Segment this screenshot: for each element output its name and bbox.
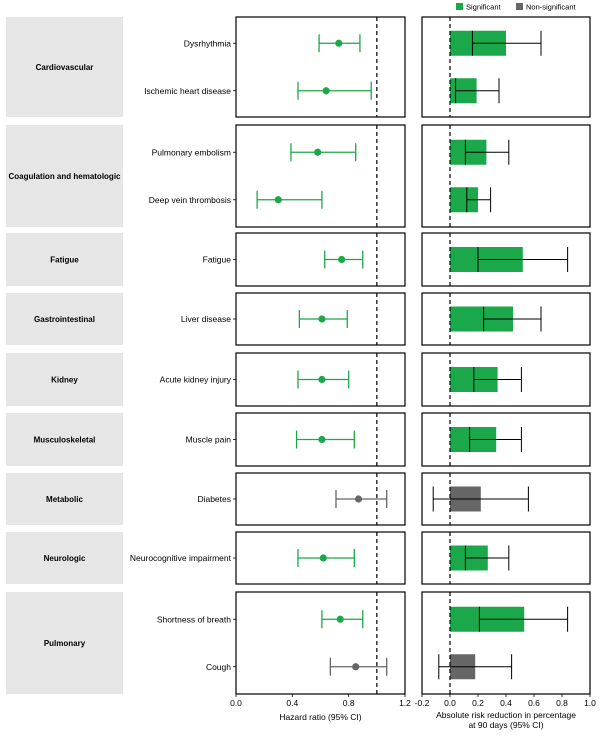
category-label: Fatigue: [50, 256, 79, 265]
hazard-panel-frame: [235, 16, 406, 118]
facet-coagulation-and-hematologic: Coagulation and hematologic Pulmonary emb…: [6, 124, 591, 228]
legend-swatch-non-significant: [516, 3, 523, 10]
category-label: Musculoskeletal: [34, 436, 96, 445]
hr-tick-label: 0.8: [343, 698, 355, 708]
facet-gastrointestinal: Gastrointestinal Liver disease: [6, 292, 591, 346]
row-label-dysrhythmia: Dysrhythmia: [184, 38, 232, 48]
arr-tick-label: 0.8: [556, 698, 568, 708]
category-strip: [6, 473, 123, 525]
arr-tick-label: 1.0: [584, 698, 596, 708]
hr-point-fatigue: [338, 255, 346, 264]
category-label: Metabolic: [46, 495, 83, 504]
category-strip: [6, 413, 123, 466]
hr-point-deep-vein-thrombosis: [274, 196, 282, 204]
category-label: Cardiovascular: [36, 63, 94, 72]
hr-axis-title: Hazard ratio (95% CI): [279, 712, 361, 722]
category-strip: [6, 293, 123, 345]
arr-axis-title-line2: at 90 days (95% CI): [468, 720, 543, 730]
row-label-diabetes: Diabetes: [197, 494, 231, 504]
row-label-fatigue: Fatigue: [203, 255, 232, 265]
hr-point-cough: [352, 663, 360, 671]
category-strip: [6, 17, 123, 117]
category-label: Pulmonary: [44, 639, 86, 648]
category-label: Neurologic: [44, 554, 86, 563]
legend-label-significant: Significant: [466, 3, 502, 12]
facet-neurologic: Neurologic Neurocognitive impairment: [6, 531, 591, 585]
arr-tick-label: 0.2: [472, 698, 484, 708]
row-label-liver-disease: Liver disease: [181, 314, 231, 324]
category-strip: [6, 125, 123, 227]
row-label-ischemic-heart-disease: Ischemic heart disease: [144, 86, 231, 96]
row-label-pulmonary-embolism: Pulmonary embolism: [152, 147, 231, 157]
hr-point-pulmonary-embolism: [314, 148, 322, 156]
hr-point-shortness-of-breath: [336, 615, 344, 623]
facet-pulmonary: Pulmonary Shortness of breath Cough: [6, 591, 591, 695]
facet-cardiovascular: Cardiovascular Dysrhythmia Ischemic heart …: [6, 16, 591, 118]
hr-point-ischemic-heart-disease: [322, 87, 330, 95]
category-label: Coagulation and hematologic: [8, 172, 121, 181]
hazard-panel-frame: [235, 591, 406, 695]
category-strip: [6, 353, 123, 406]
row-label-neurocognitive-impairment: Neurocognitive impairment: [130, 553, 232, 563]
facet-metabolic: Metabolic Diabetes: [6, 472, 591, 526]
hazard-panel-frame: [235, 124, 406, 228]
arr-tick-label: 0.4: [500, 698, 512, 708]
legend-swatch-significant: [456, 3, 463, 10]
row-label-cough: Cough: [206, 662, 231, 672]
category-label: Kidney: [51, 376, 78, 385]
facet-kidney: Kidney Acute kidney injury: [6, 352, 591, 407]
category-label: Gastrointestinal: [34, 315, 95, 324]
row-label-acute-kidney-injury: Acute kidney injury: [160, 375, 232, 385]
legend-label-non-significant: Non-significant: [526, 3, 577, 12]
hr-tick-label: 0.0: [230, 698, 242, 708]
hr-point-diabetes: [354, 495, 363, 503]
arr-tick-label: -0.2: [415, 698, 430, 708]
hazard-panel-frame: [235, 232, 406, 287]
row-label-deep-vein-thrombosis: Deep vein thrombosis: [149, 195, 231, 205]
risk-panel-frame: [421, 124, 591, 228]
category-strip: [6, 592, 123, 694]
category-strip: [6, 233, 123, 286]
hr-point-muscle-pain: [318, 435, 326, 444]
arr-axis-title-line1: Absolute risk reduction in percentage: [436, 710, 576, 720]
hr-point-liver-disease: [318, 315, 326, 323]
facet-fatigue: Fatigue Fatigue: [6, 232, 591, 287]
hr-tick-label: 0.4: [286, 698, 298, 708]
hr-point-acute-kidney-injury: [318, 375, 326, 384]
row-label-shortness-of-breath: Shortness of breath: [157, 614, 231, 624]
row-label-muscle-pain: Muscle pain: [186, 435, 232, 445]
hr-point-neurocognitive-impairment: [319, 554, 327, 562]
hr-point-dysrhythmia: [335, 39, 343, 47]
facets: Cardiovascular Dysrhythmia Ischemic heart …: [6, 16, 591, 695]
facet-musculoskeletal: Musculoskeletal Muscle pain: [6, 412, 591, 467]
hr-tick-label: 1.2: [399, 698, 411, 708]
axes: 0.0 0.4 0.8 1.2 -0.2 0.0 0.2 0.4 0.6 0.8 1.0 Hazard…: [230, 694, 596, 730]
category-strip: [6, 532, 123, 584]
arr-tick-label: 0.0: [444, 698, 456, 708]
legend: Significant Non-significant: [456, 3, 577, 12]
arr-tick-label: 0.6: [528, 698, 540, 708]
